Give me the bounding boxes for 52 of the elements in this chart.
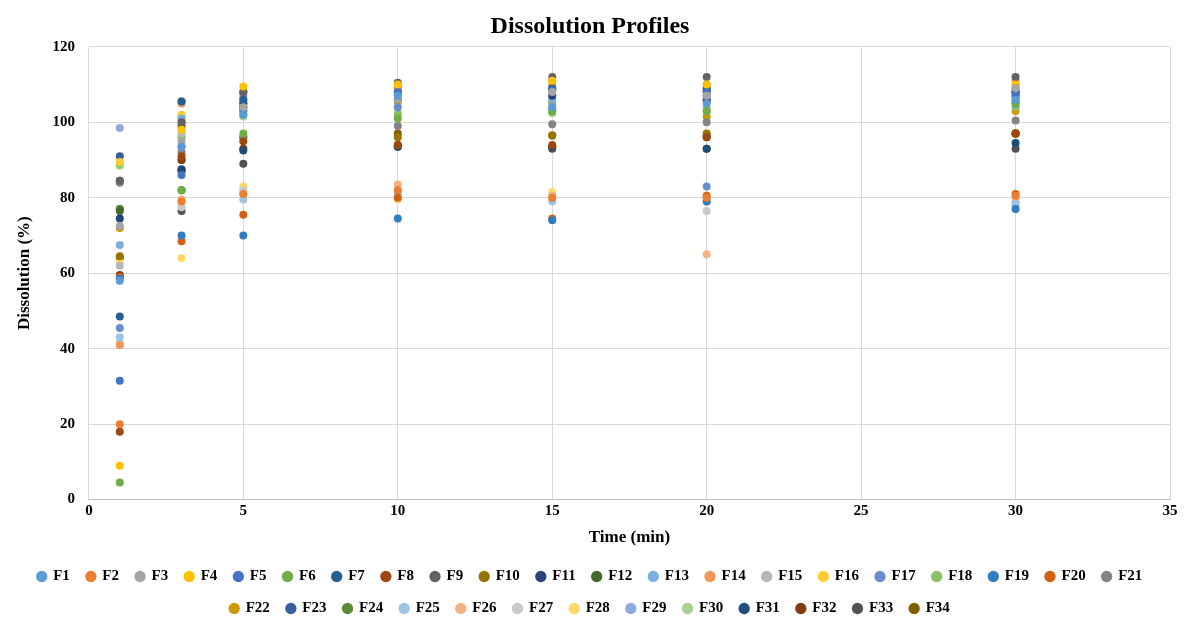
legend-label: F21 [1118,567,1143,584]
y-tick-label: 40 [59,339,75,356]
legend-label: F27 [529,599,554,616]
y-tick-label: 100 [52,113,75,130]
legend-label: F14 [721,567,747,584]
legend-label: F16 [834,567,860,584]
legend-label: F6 [299,567,317,584]
legend-label: F4 [200,567,218,584]
y-tick-label: 0 [67,490,75,507]
legend-label: F1 [53,567,70,584]
legend-label: F34 [925,599,951,616]
legend-label: F17 [891,567,917,584]
x-tick-label: 25 [853,502,869,519]
legend-label: F18 [948,567,973,584]
x-tick-label: 30 [1008,502,1024,519]
legend-label: F5 [249,567,267,584]
legend-label: F12 [608,567,633,584]
y-axis-title: Dissolution (%) [13,216,33,331]
legend-label: F29 [642,599,667,616]
x-tick-label: 0 [85,502,93,519]
legend-label: F33 [868,599,894,616]
legend-label: F3 [151,567,169,584]
legend-label: F31 [755,599,780,616]
x-tick-label: 5 [239,502,248,519]
legend-label: F30 [698,599,724,616]
legend-label: F32 [812,599,837,616]
legend-label: F9 [446,567,464,584]
x-axis-title: Time (min) [588,527,671,547]
x-tick-label: 15 [544,502,560,519]
legend-label: F15 [778,567,803,584]
legend-label: F20 [1061,567,1086,584]
legend-label: F10 [495,567,520,584]
legend-label: F2 [102,567,120,584]
legend-label: F26 [472,599,498,616]
legend-label: F11 [552,567,576,584]
legend-label: F24 [359,599,384,616]
legend-label: F28 [585,599,610,616]
x-tick-label: 10 [390,502,406,519]
legend-label: F19 [1004,567,1029,584]
y-tick-label: 60 [59,264,75,281]
legend-label: F7 [348,567,366,584]
x-tick-label: 20 [699,502,715,519]
x-tick-label: 35 [1162,502,1178,519]
legend-label: F13 [664,567,689,584]
legend-label: F8 [397,567,415,584]
y-tick-label: 120 [52,37,75,54]
legend-label: F23 [302,599,327,616]
y-tick-label: 20 [59,415,75,432]
legend-label: F25 [415,599,440,616]
y-tick-label: 80 [59,188,75,205]
legend-label: F22 [245,599,270,616]
chart-title: Dissolution Profiles [490,11,690,38]
